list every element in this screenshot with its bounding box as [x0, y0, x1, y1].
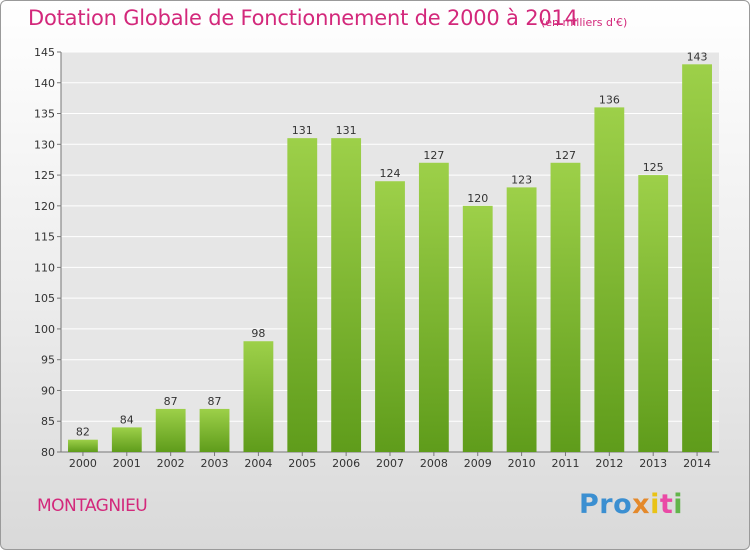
data-label: 143 [687, 50, 708, 63]
bar [111, 427, 142, 452]
y-tick-label: 85 [41, 415, 55, 428]
bar [375, 181, 405, 452]
data-label: 131 [292, 124, 313, 137]
y-tick-label: 110 [34, 261, 55, 274]
y-tick-label: 80 [41, 446, 55, 459]
x-tick-label: 2010 [508, 457, 536, 470]
y-tick-label: 120 [34, 200, 55, 213]
bar [550, 162, 581, 452]
data-label: 136 [599, 93, 620, 106]
y-tick-label: 95 [41, 354, 55, 367]
data-label: 84 [120, 413, 134, 426]
chart-title: Dotation Globale de Fonctionnement de 20… [28, 6, 578, 30]
data-label: 125 [643, 161, 664, 174]
bar [682, 64, 712, 453]
bar [462, 205, 493, 452]
x-tick-label: 2005 [288, 457, 316, 470]
logo-part: i [673, 489, 684, 520]
commune-name: MONTAGNIEU [37, 496, 148, 516]
y-tick-label: 105 [34, 292, 55, 305]
x-tick-label: 2008 [420, 457, 448, 470]
y-tick-label: 145 [34, 46, 55, 59]
bar [199, 408, 230, 452]
x-tick-label: 2014 [683, 457, 711, 470]
x-tick-label: 2013 [639, 457, 667, 470]
data-label: 98 [251, 327, 265, 340]
y-tick-label: 135 [34, 108, 55, 121]
bar [506, 187, 537, 452]
bar [243, 341, 274, 452]
x-tick-label: 2003 [201, 457, 229, 470]
x-tick-label: 2001 [113, 457, 141, 470]
bar [594, 107, 625, 452]
y-tick-label: 125 [34, 169, 55, 182]
data-label: 87 [164, 395, 178, 408]
data-label: 123 [511, 173, 532, 186]
x-tick-label: 2011 [551, 457, 579, 470]
logo-part: Pro [579, 489, 633, 520]
bar [331, 138, 362, 452]
x-tick-label: 2004 [244, 457, 272, 470]
y-tick-label: 100 [34, 323, 55, 336]
logo-part: i [650, 489, 660, 520]
y-tick-label: 90 [41, 384, 55, 397]
x-tick-label: 2012 [595, 457, 623, 470]
logo-part: x [632, 489, 651, 520]
x-tick-label: 2002 [157, 457, 185, 470]
data-label: 120 [467, 192, 488, 205]
data-label: 124 [380, 167, 401, 180]
bar [68, 439, 98, 452]
bar [155, 408, 186, 452]
y-tick-label: 115 [34, 231, 55, 244]
y-tick-label: 130 [34, 138, 55, 151]
x-tick-label: 2000 [69, 457, 97, 470]
data-label: 82 [76, 426, 90, 439]
x-tick-label: 2009 [464, 457, 492, 470]
data-label: 87 [208, 395, 222, 408]
data-label: 131 [336, 124, 357, 137]
bar [638, 175, 669, 453]
chart-subtitle: (en milliers d'€) [541, 16, 628, 29]
data-label: 127 [555, 149, 576, 162]
logo-part: t [659, 489, 674, 520]
proxiti-logo: Proxiti [579, 489, 683, 520]
bar [287, 138, 318, 452]
y-tick-label: 140 [34, 77, 55, 90]
x-tick-label: 2007 [376, 457, 404, 470]
bar [418, 162, 449, 452]
data-label: 127 [423, 149, 444, 162]
x-tick-label: 2006 [332, 457, 360, 470]
